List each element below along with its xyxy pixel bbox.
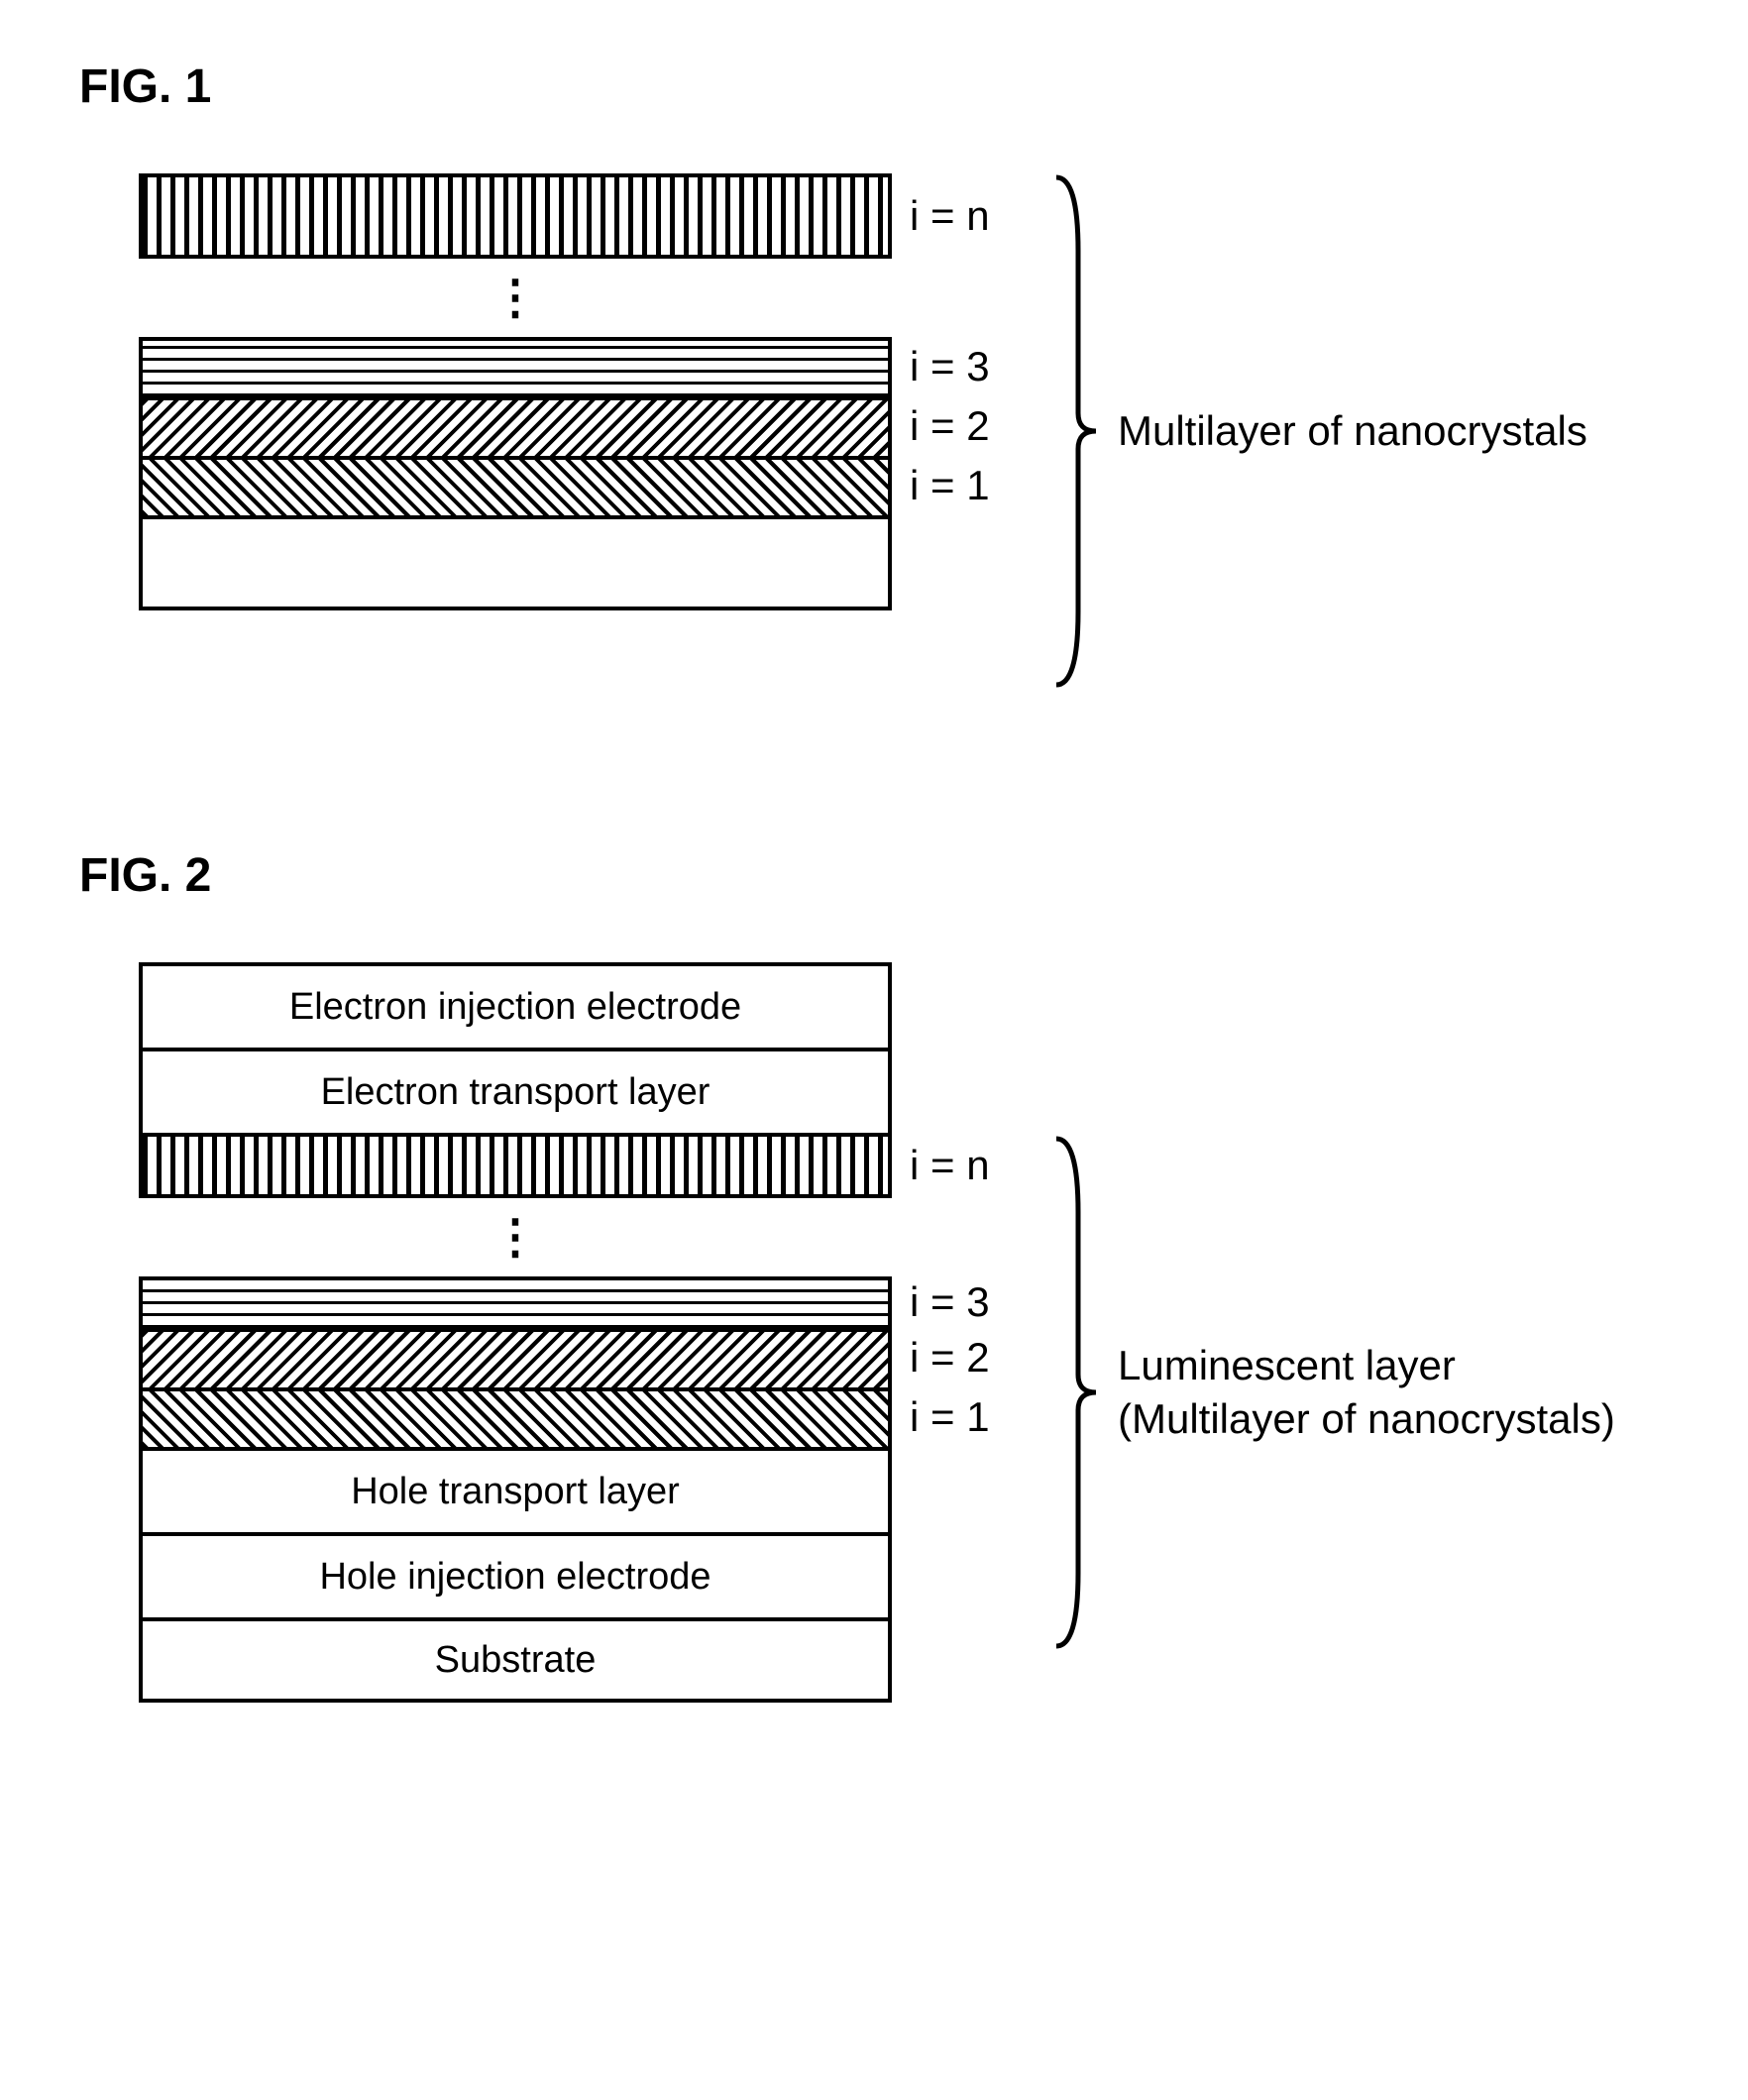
index-label: i = 2 [910, 1334, 990, 1382]
figure-2: FIG. 2 Electron injection electrodeElect… [79, 848, 1669, 1703]
layer-text: Hole injection electrode [319, 1556, 710, 1599]
layer-box [139, 1387, 892, 1447]
layer-box [139, 337, 892, 396]
index-label: i = 2 [910, 402, 990, 450]
layer-box [139, 1133, 892, 1198]
fig1-title: FIG. 1 [79, 59, 1669, 114]
index-label: i = 1 [910, 1393, 990, 1441]
fig1-stack-area: i = n ⋮ i = 3 i = 2 i = 1 Multilayer of nano… [139, 173, 1669, 610]
ellipsis-dots: ⋮ [139, 288, 892, 307]
layer-text: Substrate [435, 1639, 597, 1682]
layer-box: Substrate [139, 1617, 892, 1703]
layer-box: Electron transport layer [139, 1048, 892, 1133]
layer-box: Hole injection electrode [139, 1532, 892, 1617]
index-label: i = n [910, 192, 990, 240]
brace-annotation: Luminescent layer(Multilayer of nanocrys… [1050, 1135, 1615, 1650]
fig2-title: FIG. 2 [79, 848, 1669, 903]
index-label: i = 3 [910, 343, 990, 390]
layer-box [139, 173, 892, 259]
brace-label: Multilayer of nanocrystals [1118, 404, 1587, 459]
figure-1: FIG. 1 i = n ⋮ i = 3 i = 2 i = 1 Multilayer … [79, 59, 1669, 610]
layer-text: Electron transport layer [321, 1071, 710, 1114]
index-label: i = 3 [910, 1278, 990, 1326]
layer-box [139, 396, 892, 456]
layer-row: Electron injection electrode [139, 962, 1669, 1048]
layer-box [139, 1276, 892, 1328]
index-label: i = n [910, 1142, 990, 1189]
layer-row: Electron transport layer [139, 1048, 1669, 1133]
fig2-stack-area: Electron injection electrode Electron tra… [139, 962, 1669, 1703]
layer-box [139, 1328, 892, 1387]
brace-annotation: Multilayer of nanocrystals [1050, 173, 1587, 689]
layer-box: Hole transport layer [139, 1447, 892, 1532]
brace-label: Luminescent layer(Multilayer of nanocrys… [1118, 1339, 1615, 1447]
index-label: i = 1 [910, 462, 990, 509]
layer-box [139, 456, 892, 515]
layer-box [139, 515, 892, 610]
layer-text: Electron injection electrode [289, 986, 741, 1029]
layer-box: Electron injection electrode [139, 962, 892, 1048]
layer-text: Hole transport layer [351, 1471, 680, 1513]
ellipsis-dots: ⋮ [139, 1228, 892, 1247]
